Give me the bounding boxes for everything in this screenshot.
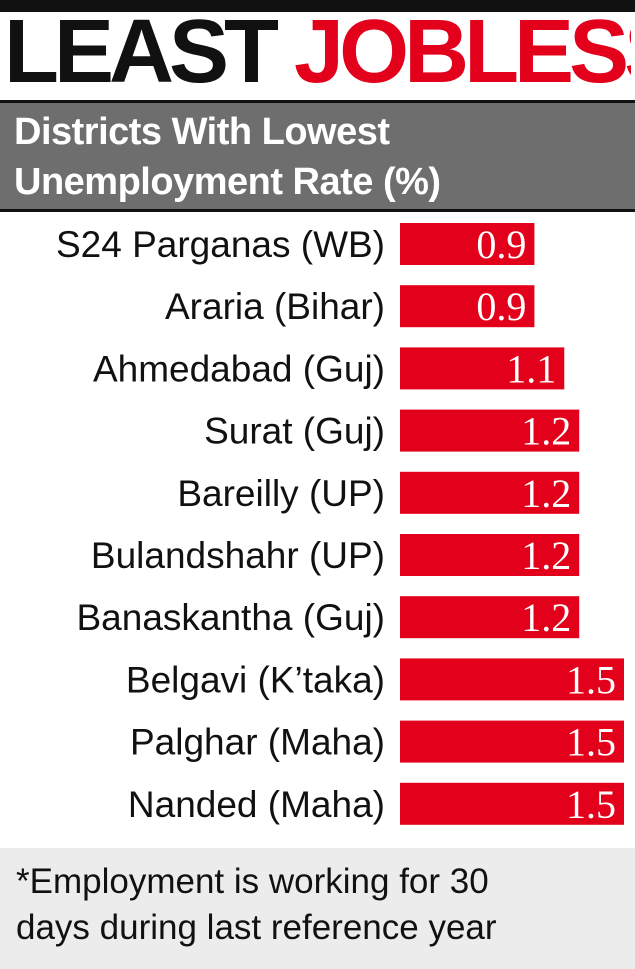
footnote-line-1: *Employment is working for 30	[16, 862, 489, 901]
bar	[400, 285, 535, 328]
bar	[400, 471, 580, 514]
footnote-line-2: days during last reference year	[16, 908, 497, 947]
value-label: 1.2	[521, 595, 571, 640]
chart-title-line-1: Districts With Lowest	[14, 111, 390, 153]
category-label: Araria (Bihar)	[165, 286, 385, 327]
category-label: Ahmedabad (Guj)	[93, 348, 385, 389]
category-label: Belgavi (K’taka)	[126, 659, 385, 700]
category-label: Bulandshahr (UP)	[91, 535, 385, 576]
value-label: 0.9	[476, 284, 526, 329]
value-label: 1.5	[566, 720, 616, 765]
value-label: 1.2	[521, 533, 571, 578]
chart-title: Districts With Lowest Unemployment Rate …	[0, 100, 635, 212]
value-label: 1.5	[566, 782, 616, 827]
category-label: Surat (Guj)	[204, 411, 385, 452]
category-label: S24 Parganas (WB)	[56, 224, 385, 265]
bar	[400, 596, 580, 639]
category-label: Palghar (Maha)	[130, 722, 385, 763]
category-label: Nanded (Maha)	[128, 784, 385, 825]
headline: LEAST JOBLESS	[4, 6, 631, 98]
bar	[400, 782, 624, 825]
bar-chart: S24 Parganas (WB) 0.9 Araria (Bihar) 0.9 Ahm…	[56, 222, 624, 827]
bar	[400, 223, 535, 265]
headline-word-jobless: JOBLESS	[294, 6, 631, 98]
bar	[400, 347, 565, 390]
value-label: 0.9	[476, 222, 526, 267]
category-label: Bareilly (UP)	[177, 473, 385, 514]
value-label: 1.1	[506, 346, 556, 391]
value-label: 1.2	[521, 471, 571, 516]
top-rule	[0, 0, 635, 12]
footnote: *Employment is working for 30 days durin…	[0, 848, 635, 969]
value-label: 1.5	[566, 657, 616, 702]
bar	[400, 658, 624, 701]
bar	[400, 534, 580, 576]
value-label: 1.2	[521, 409, 571, 454]
headline-word-least: LEAST	[4, 6, 279, 98]
chart-title-line-2: Unemployment Rate (%)	[14, 161, 441, 203]
bar	[400, 720, 624, 763]
bar	[400, 409, 580, 452]
category-label: Banaskantha (Guj)	[76, 597, 385, 638]
